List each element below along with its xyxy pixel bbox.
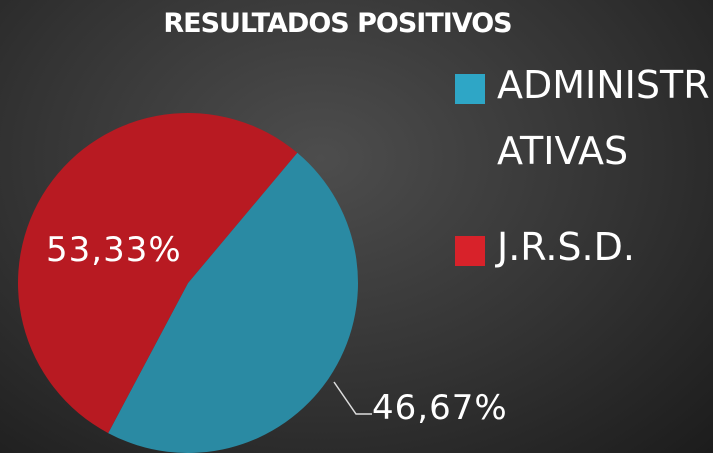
legend-swatch bbox=[455, 236, 485, 266]
legend-item: J.R.S.D. bbox=[455, 214, 713, 280]
chart-title: RESULTADOS POSITIVOS bbox=[163, 8, 512, 39]
leader-line bbox=[333, 381, 372, 415]
legend-label: ADMINISTRATIVAS bbox=[497, 63, 710, 173]
data-label: 46,67% bbox=[372, 388, 508, 428]
data-label: 53,33% bbox=[46, 230, 182, 270]
legend-item: ADMINISTRATIVAS bbox=[455, 52, 713, 184]
legend-swatch bbox=[455, 74, 485, 104]
legend-label: J.R.S.D. bbox=[497, 225, 635, 269]
pie-slice bbox=[108, 152, 358, 453]
pie-slice bbox=[18, 113, 298, 434]
